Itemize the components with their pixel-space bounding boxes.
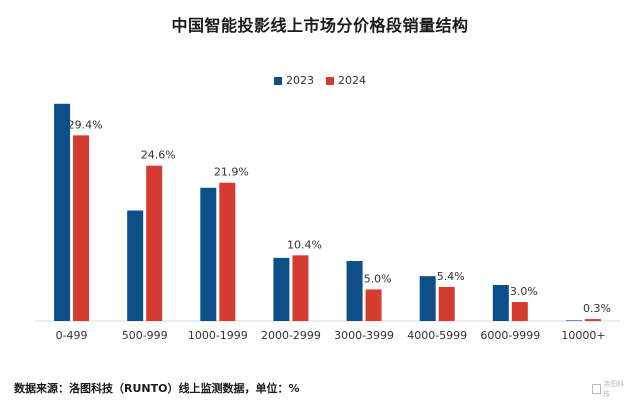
bar-2023-2000-2999 (273, 257, 290, 321)
bar-2023-500-999 (127, 210, 144, 321)
x-tick-label-6000-9999: 6000-9999 (480, 329, 540, 342)
chart-legend: 2023 2024 (0, 74, 640, 87)
data-label-1000-1999: 21.9% (214, 166, 249, 179)
bar-2024-6000-9999 (511, 302, 528, 321)
legend-item-2023: 2023 (274, 74, 314, 87)
legend-item-2024: 2024 (326, 74, 366, 87)
chart-title: 中国智能投影线上市场分价格段销量结构 (171, 16, 469, 35)
bar-2023-10000+ (565, 320, 582, 321)
bar-chart: 29.4% 0-499 24.6% 500-999 21.9% 1000-1999 10.4… (35, 103, 620, 342)
legend-swatch-2023 (274, 76, 282, 85)
bar-2023-6000-9999 (492, 285, 509, 321)
x-tick-label-3000-3999: 3000-3999 (334, 329, 394, 342)
legend-label-2024: 2024 (338, 74, 366, 87)
bar-2024-0-499 (73, 135, 90, 321)
bar-2024-1000-1999 (219, 182, 236, 321)
runto-logo: 洛图科技 (592, 379, 628, 399)
logo-text: 洛图科技 (603, 380, 625, 398)
bar-2024-3000-3999 (365, 289, 382, 321)
x-tick-label-2000-2999: 2000-2999 (261, 329, 321, 342)
data-label-4000-5999: 5.4% (437, 270, 465, 283)
source-note: 数据来源：洛图科技（RUNTO）线上监测数据，单位：% (14, 382, 300, 395)
legend-label-2023: 2023 (286, 74, 314, 87)
bar-2024-500-999 (146, 165, 163, 321)
x-tick-label-1000-1999: 1000-1999 (188, 329, 248, 342)
logo-mark-icon (592, 384, 602, 394)
bar-2023-1000-1999 (200, 187, 217, 321)
data-label-2000-2999: 10.4% (287, 238, 322, 251)
x-tick-label-4000-5999: 4000-5999 (407, 329, 467, 342)
x-tick-label-500-999: 500-999 (122, 329, 168, 342)
bar-2023-4000-5999 (419, 276, 436, 321)
bar-2023-0-499 (54, 103, 71, 321)
data-label-6000-9999: 3.0% (510, 285, 538, 298)
bar-2024-10000+ (584, 319, 601, 321)
data-label-10000+: 0.3% (583, 302, 611, 315)
x-tick-label-0-499: 0-499 (56, 329, 88, 342)
data-label-3000-3999: 5.0% (364, 272, 392, 285)
bar-2023-3000-3999 (346, 261, 363, 321)
x-tick-label-10000+: 10000+ (561, 329, 605, 342)
bar-2024-4000-5999 (438, 286, 455, 321)
data-label-0-499: 29.4% (68, 118, 103, 131)
data-label-500-999: 24.6% (141, 149, 176, 162)
bar-2024-2000-2999 (292, 255, 309, 321)
legend-swatch-2024 (326, 76, 334, 85)
